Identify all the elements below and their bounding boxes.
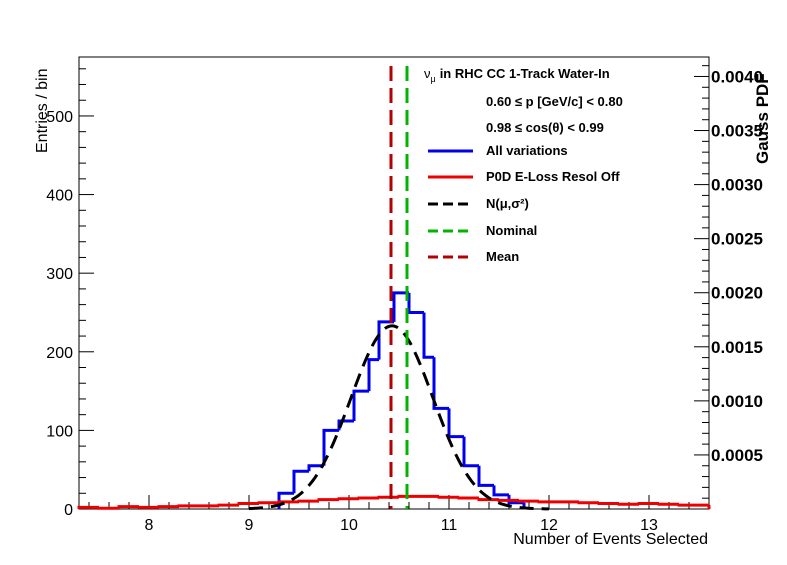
legend-label: N(μ,σ²) (486, 196, 529, 211)
histogram-bin (457, 496, 479, 500)
legend: νμ in RHC CC 1-Track Water-In 0.60 ≤ p [G… (424, 66, 623, 264)
histogram-bin (492, 485, 509, 497)
legend-label: Mean (486, 249, 519, 264)
histogram-bin (137, 505, 159, 509)
histogram-bin (477, 497, 499, 502)
legend-cut-momentum: 0.60 ≤ p [GeV/c] < 0.80 (486, 94, 623, 109)
y-left-tick-label: 300 (46, 266, 73, 283)
histogram-bin (397, 494, 419, 498)
legend-header-symbol: ν (424, 66, 431, 81)
histogram-bin (537, 500, 559, 504)
axis-ticks: 8 9 10 11 12 13 0 100 200 300 400 500 0.0005 0.0010 0.… (46, 65, 763, 534)
legend-label: All variations (486, 143, 568, 158)
histogram-bin (257, 501, 279, 505)
y-right-tick-label: 0.0035 (711, 122, 763, 141)
histogram-bin (357, 496, 379, 500)
data-marks (77, 66, 711, 511)
histogram-0 (277, 291, 526, 509)
x-tick-label: 13 (640, 517, 658, 534)
histogram-bin (597, 501, 619, 505)
histogram-bin (462, 436, 479, 468)
histogram-bin (297, 499, 319, 503)
x-tick-label: 12 (540, 517, 558, 534)
histogram-bin (437, 495, 459, 499)
histogram-bin (677, 503, 709, 507)
x-axis-title: Number of Events Selected (513, 531, 708, 548)
gaussian-fit-curve (248, 324, 550, 511)
y-left-tick-label: 400 (46, 188, 73, 205)
histogram-bin (377, 495, 399, 499)
histogram-bin (317, 498, 339, 502)
histogram-bin (307, 464, 324, 472)
histogram-bin (237, 501, 259, 506)
histogram-bin (407, 292, 424, 314)
histogram-bin (217, 503, 239, 507)
histogram-bin (277, 500, 299, 504)
legend-label: Nominal (486, 223, 537, 238)
y-left-tick-label: 200 (46, 345, 73, 362)
x-tick-label: 11 (441, 517, 458, 534)
histogram-bin (337, 497, 359, 501)
histogram-bin (432, 357, 449, 410)
histogram-bin (117, 505, 139, 509)
histogram-bin (637, 501, 659, 505)
histogram-bin (577, 501, 599, 505)
histogram-bin (497, 498, 519, 502)
histogram-bin (177, 504, 199, 508)
x-tick-label: 9 (245, 517, 254, 534)
y-right-tick-label: 0.0020 (711, 284, 763, 303)
y-left-tick-label: 500 (46, 109, 73, 126)
x-tick-label: 10 (340, 517, 358, 534)
histogram-bin (377, 320, 394, 360)
y-axis-title-left: Entries / bin (34, 69, 51, 153)
legend-label: P0D E-Loss Resol Off (486, 169, 620, 184)
legend-cut-cos: 0.98 ≤ cos(θ) < 0.99 (486, 120, 604, 135)
histogram-bin (157, 505, 179, 509)
y-axis-title-right: Gauss PDF (753, 73, 772, 164)
y-left-tick-label: 100 (46, 423, 73, 440)
y-left-tick-label: 0 (64, 502, 73, 519)
histogram-bin (657, 502, 679, 506)
histogram-bin (392, 291, 409, 322)
histogram-bin (422, 312, 434, 359)
histogram-bin (292, 469, 309, 494)
x-tick-label: 8 (145, 517, 154, 534)
y-right-tick-label: 0.0005 (711, 446, 763, 465)
y-right-tick-label: 0.0030 (711, 176, 763, 195)
histogram-bin (517, 499, 539, 503)
histogram-bin (617, 502, 639, 506)
y-right-tick-label: 0.0015 (711, 338, 763, 357)
legend-header-symbol-sub: μ (431, 74, 436, 84)
histogram-bin (447, 408, 464, 439)
legend-header-text: in RHC CC 1-Track Water-In (440, 66, 610, 81)
histogram-bin (352, 389, 369, 421)
histogram-bin (367, 358, 379, 392)
histogram-bin (322, 428, 339, 466)
histogram-bin (507, 494, 524, 505)
y-right-tick-label: 0.0040 (711, 67, 763, 86)
histogram-bin (77, 505, 99, 509)
plot-frame (78, 56, 710, 510)
histogram-bin (477, 465, 494, 487)
histogram-bin (97, 506, 119, 510)
legend-header: νμ in RHC CC 1-Track Water-In (424, 66, 610, 84)
y-right-tick-label: 0.0010 (711, 392, 763, 411)
histogram-1 (77, 494, 711, 510)
y-right-tick-label: 0.0025 (711, 230, 763, 249)
